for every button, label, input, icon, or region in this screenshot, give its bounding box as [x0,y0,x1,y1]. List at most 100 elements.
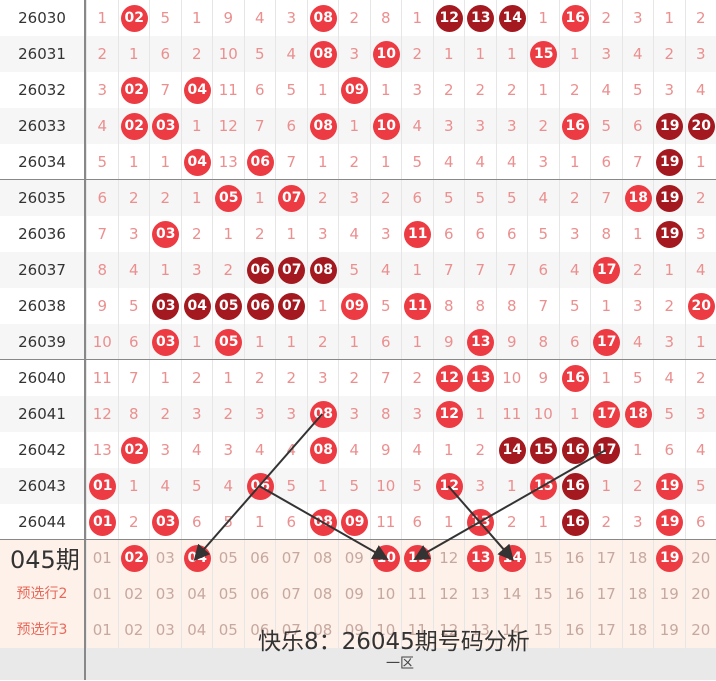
prediction-cell[interactable]: 09 [338,576,370,612]
prediction-cell[interactable]: 02 [117,612,150,648]
prediction-cell[interactable]: 05 [212,540,244,576]
prediction-cell[interactable]: 16 [558,576,591,612]
prediction-cell[interactable]: 17 [590,612,622,648]
prediction-cell[interactable]: 18 [621,612,654,648]
prediction-number[interactable]: 14 [502,621,522,639]
prediction-cell[interactable]: 03 [149,576,181,612]
prediction-number[interactable]: 03 [155,621,175,639]
prediction-cell[interactable]: 11 [401,540,433,576]
prediction-number[interactable]: 09 [344,549,364,567]
prediction-cell[interactable]: 19 [653,612,685,648]
prediction-cell[interactable]: 05 [212,576,244,612]
prediction-cell[interactable]: 11 [401,576,433,612]
selected-ball[interactable]: 11 [404,544,432,572]
prediction-number[interactable]: 12 [439,549,459,567]
prediction-number[interactable]: 06 [250,585,270,603]
prediction-number[interactable]: 10 [376,585,396,603]
prediction-cell[interactable]: 04 [180,576,213,612]
prediction-cell[interactable]: 17 [590,540,622,576]
prediction-cell[interactable]: 06 [243,612,276,648]
prediction-cell[interactable]: 16 [558,612,591,648]
prediction-number[interactable]: 13 [470,621,490,639]
prediction-cell[interactable]: 20 [684,540,716,576]
prediction-number[interactable]: 02 [124,585,144,603]
prediction-cell[interactable]: 16 [558,540,591,576]
prediction-cell[interactable]: 09 [338,540,370,576]
selected-ball[interactable]: 13 [467,544,495,572]
prediction-cell[interactable]: 06 [243,576,276,612]
prediction-cell[interactable]: 18 [621,540,654,576]
prediction-number[interactable]: 17 [596,585,616,603]
prediction-number[interactable]: 14 [502,585,522,603]
selected-ball[interactable]: 10 [372,544,400,572]
prediction-cell[interactable]: 10 [369,576,402,612]
prediction-cell[interactable]: 04 [180,612,213,648]
prediction-cell[interactable]: 06 [243,540,276,576]
prediction-cell[interactable]: 01 [86,576,118,612]
prediction-cell[interactable]: 12 [432,540,465,576]
prediction-cell[interactable]: 02 [117,540,150,576]
prediction-cell[interactable]: 20 [684,612,716,648]
prediction-number[interactable]: 19 [659,585,679,603]
prediction-number[interactable]: 01 [92,585,112,603]
selected-ball[interactable]: 19 [656,544,684,572]
prediction-cell[interactable]: 07 [275,612,307,648]
prediction-number[interactable]: 19 [659,621,679,639]
prediction-cell[interactable]: 17 [590,576,622,612]
prediction-number[interactable]: 06 [250,549,270,567]
prediction-cell[interactable]: 13 [464,540,496,576]
prediction-number[interactable]: 04 [187,621,207,639]
prediction-number[interactable]: 15 [533,621,553,639]
prediction-number[interactable]: 11 [407,585,427,603]
prediction-number[interactable]: 06 [250,621,270,639]
prediction-number[interactable]: 07 [281,621,301,639]
prediction-number[interactable]: 17 [596,549,616,567]
prediction-cell[interactable]: 08 [306,612,339,648]
prediction-cell[interactable]: 03 [149,540,181,576]
prediction-cell[interactable]: 14 [495,576,528,612]
selected-ball[interactable]: 02 [120,544,148,572]
prediction-number[interactable]: 13 [470,585,490,603]
prediction-cell[interactable]: 18 [621,576,654,612]
prediction-cell[interactable]: 19 [653,576,685,612]
prediction-cell[interactable]: 19 [653,540,685,576]
prediction-number[interactable]: 20 [691,621,711,639]
prediction-cell[interactable]: 14 [495,612,528,648]
prediction-cell[interactable]: 11 [401,612,433,648]
prediction-cell[interactable]: 10 [369,612,402,648]
prediction-number[interactable]: 16 [565,621,585,639]
prediction-number[interactable]: 15 [533,585,553,603]
prediction-number[interactable]: 08 [313,549,333,567]
prediction-number[interactable]: 07 [281,549,301,567]
prediction-number[interactable]: 20 [691,549,711,567]
prediction-number[interactable]: 09 [344,585,364,603]
prediction-number[interactable]: 05 [218,549,238,567]
prediction-cell[interactable]: 01 [86,612,118,648]
prediction-number[interactable]: 08 [313,621,333,639]
prediction-number[interactable]: 01 [92,621,112,639]
prediction-number[interactable]: 12 [439,585,459,603]
prediction-cell[interactable]: 04 [180,540,213,576]
prediction-number[interactable]: 16 [565,585,585,603]
prediction-cell[interactable]: 15 [527,612,559,648]
prediction-number[interactable]: 01 [92,549,112,567]
prediction-number[interactable]: 07 [281,585,301,603]
prediction-number[interactable]: 20 [691,585,711,603]
prediction-number[interactable]: 04 [187,585,207,603]
prediction-number[interactable]: 11 [407,621,427,639]
prediction-cell[interactable]: 13 [464,576,496,612]
prediction-cell[interactable]: 20 [684,576,716,612]
prediction-cell[interactable]: 12 [432,576,465,612]
prediction-number[interactable]: 18 [628,621,648,639]
prediction-cell[interactable]: 08 [306,576,339,612]
selected-ball[interactable]: 04 [183,544,211,572]
prediction-number[interactable]: 03 [155,585,175,603]
prediction-cell[interactable]: 05 [212,612,244,648]
prediction-cell[interactable]: 10 [369,540,402,576]
prediction-cell[interactable]: 13 [464,612,496,648]
prediction-number[interactable]: 10 [376,621,396,639]
prediction-cell[interactable]: 02 [117,576,150,612]
prediction-number[interactable]: 18 [628,585,648,603]
prediction-cell[interactable]: 15 [527,540,559,576]
prediction-cell[interactable]: 08 [306,540,339,576]
